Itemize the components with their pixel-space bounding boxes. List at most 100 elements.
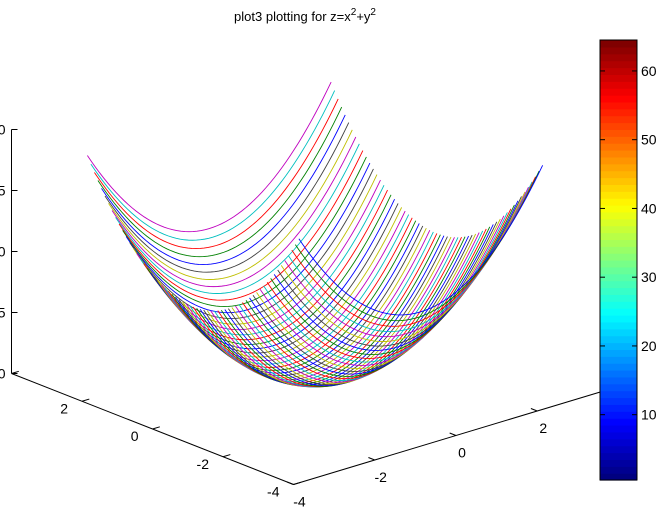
colorbar-swatch [600,301,637,309]
colorbar-swatch [600,438,637,447]
colorbar-tick-label: 10 [641,407,657,423]
colorbar-swatch [600,370,637,378]
colorbar-swatch [600,170,637,179]
colorbar-swatch [600,108,637,117]
colorbar-swatch [600,328,637,337]
y-tick-label: 2 [60,400,68,416]
plot3-line [189,231,434,383]
colorbar-frame [599,39,638,481]
x-tick-label: -4 [293,494,306,508]
colorbar-tick-label: 50 [641,132,657,148]
colorbar-swatch [600,473,637,481]
plot3-line [238,230,484,381]
x-tick-mark [368,457,375,461]
colorbar-swatch [600,356,637,364]
plot3-line [235,232,480,383]
plot3-line [242,228,487,380]
colorbar-swatch [600,225,637,234]
colorbar-swatch [600,335,637,344]
colorbar-tick-label: 30 [641,269,657,285]
colorbar-swatch [600,459,637,467]
plot3-line [139,184,385,336]
colorbar-swatch [600,40,637,48]
z-tick-label: 20 [0,122,6,138]
colorbar-swatch [600,466,637,474]
plot3-lines [87,81,544,388]
colorbar-swatch [600,232,637,240]
plot3-line [125,162,371,314]
colorbar-swatch [600,425,637,433]
plot3-line [136,179,381,331]
colorbar-swatch [600,376,637,385]
colorbar-swatch [600,418,637,426]
colorbar-swatch [600,431,637,440]
colorbar-swatch [600,411,637,419]
colorbar-swatch [600,88,637,96]
colorbar-swatch [600,287,637,295]
colorbar-swatch [600,383,637,392]
chart-title: plot3 plotting for z=x2+y2 [234,7,376,24]
colorbar-swatch [600,184,637,192]
colorbar-swatch [600,218,637,227]
colorbar-swatch [600,239,637,247]
plot3-line [175,223,420,374]
y-tick-mark [152,426,160,430]
plot3-line [298,165,544,316]
y-tick-mark [293,481,301,485]
colorbar-swatch [600,136,637,144]
colorbar-swatch [600,198,637,206]
x-tick-mark [449,432,457,436]
plot3-line [196,234,441,385]
plot3-line [192,233,438,384]
plot3-line [153,203,399,354]
colorbar-swatch [600,294,637,302]
plot3-line [97,106,343,258]
colorbar-swatch [600,150,637,158]
colorbar-swatch [600,46,637,55]
colorbar-swatch [600,74,637,82]
colorbar-swatch [600,101,637,110]
colorbar-tick-label: 40 [641,200,657,216]
colorbar-swatch [600,397,637,405]
colorbar-tick-label: 60 [641,63,657,79]
colorbar-tick-label: 20 [641,338,657,354]
x-tick-label: -2 [375,469,388,485]
colorbar-swatch [600,246,637,254]
colorbar-swatch [600,60,637,69]
colorbar-swatch [600,129,637,137]
colorbar-swatch [600,321,637,330]
colorbar-swatch [600,315,637,323]
colorbar-swatch [600,122,637,130]
plot3-line [263,212,508,363]
colorbar-swatch [600,260,637,268]
colorbar-swatch [600,266,637,275]
colorbar-swatch [600,349,637,357]
plot3-line [104,122,350,273]
colorbar-swatch [600,67,637,75]
plot3-line [150,199,395,350]
colorbar-swatch [600,308,637,316]
plot3-line [115,143,360,294]
z-tick-label: 0 [0,366,6,382]
colorbar-swatch [600,191,637,199]
colorbar-swatch [600,177,637,185]
colorbar-swatch [600,156,637,165]
plot3-line [132,174,378,325]
z-tick-label: 15 [0,183,6,199]
plot3-line [185,229,431,381]
plot3-line [94,98,339,250]
z-tick-label: 5 [0,305,6,321]
colorbar-swatch [600,273,637,282]
y-tick-mark [222,454,231,458]
plot3-line [256,218,501,369]
colorbar-swatch [600,363,637,371]
colorbar-swatch [600,342,637,350]
plot3-line [161,210,406,362]
colorbar-swatch [600,253,637,261]
colorbar-swatch [600,205,637,213]
plot3-line [87,81,332,233]
axes: 05101520-4-2024-4-2024 [0,122,629,508]
colorbar-swatch [600,404,637,412]
x-tick-label: 2 [539,420,547,436]
